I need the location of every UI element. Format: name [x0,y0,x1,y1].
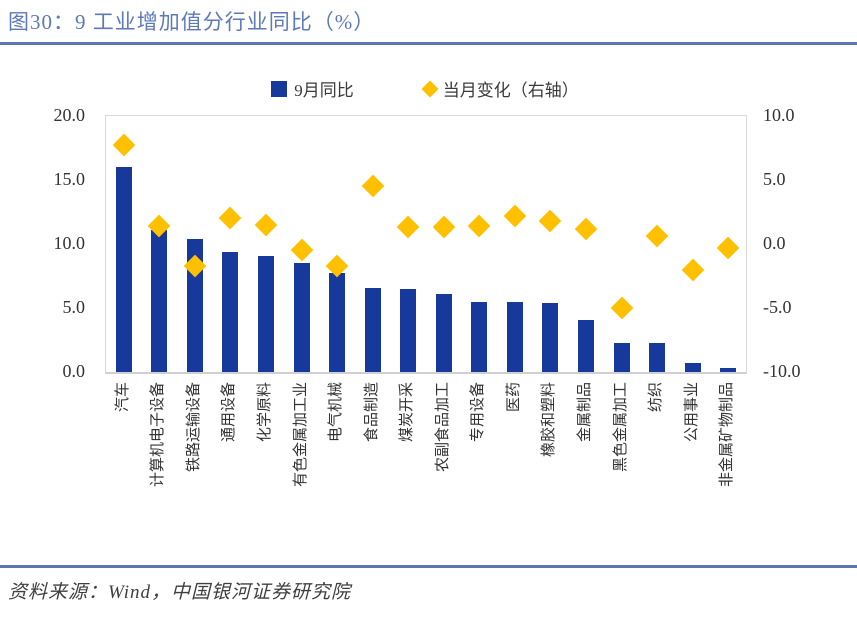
y-axis-left-tick-label: 10.0 [53,233,86,253]
x-tick-label-医药: 医药 [505,382,522,413]
x-tick-label-煤炭开采: 煤炭开采 [399,382,416,443]
x-tick-label-橡胶和塑料: 橡胶和塑料 [541,382,558,458]
y-axis-right-tick-label: -10.0 [763,361,801,381]
y-axis-left-tick-label: 0.0 [62,361,86,381]
x-tick-label-食品制造: 食品制造 [363,382,380,443]
y-axis-right-tick-label: 5.0 [763,169,786,189]
diamond-marker-橡胶和塑料 [539,209,562,233]
bar-农副食品加工 [435,293,452,372]
y-axis-left-tick-label: 20.0 [53,105,86,125]
y-axis-right-tick-label: 10.0 [763,105,795,125]
y-axis-left-tick-label: 5.0 [62,297,86,317]
x-tick-label-铁路运输设备: 铁路运输设备 [185,382,202,473]
diamond-marker-金属制品 [574,217,598,240]
bar-电气机械 [329,273,346,372]
x-tick-label-计算机电子设备: 计算机电子设备 [150,382,167,488]
bar-食品制造 [364,287,381,372]
bar-煤炭开采 [400,288,417,372]
bar-有色金属加工业 [293,263,310,372]
diamond-marker-汽车 [112,134,136,157]
bar-化学原料 [258,255,274,372]
x-tick-label-公用事业: 公用事业 [683,382,700,443]
legend-bar-label: 9月同比 [294,81,354,100]
diamond-marker-通用设备 [219,207,242,230]
source-note: 资料来源：Wind，中国银河证券研究院 [8,582,352,603]
diamond-marker-食品制造 [361,175,384,198]
y-axis-right-tick-label: -5.0 [763,297,792,317]
bar-计算机电子设备 [151,229,168,372]
legend-item-bar-series: 9月同比 [271,76,354,101]
y-axis-right-tick-label: 0.0 [763,233,786,253]
bar-公用事业 [684,363,701,372]
x-tick-label-金属制品: 金属制品 [577,382,593,443]
x-tick-label-电气机械: 电气机械 [328,382,345,443]
x-tick-label-汽车: 汽车 [114,382,131,413]
y-axis-left-tick-label: 15.0 [53,169,86,189]
diamond-marker-非金属矿物制品 [716,236,740,260]
bar-金属制品 [578,319,594,372]
diamond-marker-专用设备 [468,214,491,238]
diamond-marker-医药 [503,204,527,228]
legend-item-diamond-series: 当月变化（右轴） [421,76,579,101]
chart-legend: 9月同比 当月变化（右轴） [105,76,745,101]
x-tick-label-纺织: 纺织 [648,382,665,413]
bar-通用设备 [222,251,239,372]
diamond-marker-煤炭开采 [396,216,420,239]
diamond-marker-农副食品加工 [432,216,456,239]
diamond-marker-化学原料 [254,213,278,237]
footer-divider-rule [0,565,857,568]
bar-专用设备 [471,301,488,372]
bar-汽车 [115,167,132,372]
diamond-marker-纺织 [645,224,669,248]
x-tick-label-化学原料: 化学原料 [257,382,273,443]
diamond-marker-公用事业 [681,258,704,281]
x-tick-label-农副食品加工: 农副食品加工 [434,382,451,473]
legend-diamond-label: 当月变化（右轴） [442,81,579,100]
chart-title: 图30：9 工业增加值分行业同比（%） [8,10,376,34]
x-tick-label-专用设备: 专用设备 [470,382,487,443]
x-tick-label-有色金属加工业: 有色金属加工业 [292,382,309,488]
bar-纺织 [649,342,666,372]
bar-橡胶和塑料 [542,302,559,372]
bar-series-swatch-icon [271,80,288,97]
x-tick-label-黑色金属加工: 黑色金属加工 [612,382,629,473]
title-divider-rule [0,42,857,45]
bar-非金属矿物制品 [720,368,737,372]
bar-黑色金属加工 [613,342,630,372]
x-tick-label-通用设备: 通用设备 [221,382,238,443]
plot-area [105,115,747,374]
diamond-marker-有色金属加工业 [290,239,313,262]
diamond-series-swatch-icon [421,80,439,97]
x-tick-label-非金属矿物制品: 非金属矿物制品 [719,382,736,488]
diamond-marker-黑色金属加工 [610,296,633,320]
bar-医药 [506,301,523,372]
